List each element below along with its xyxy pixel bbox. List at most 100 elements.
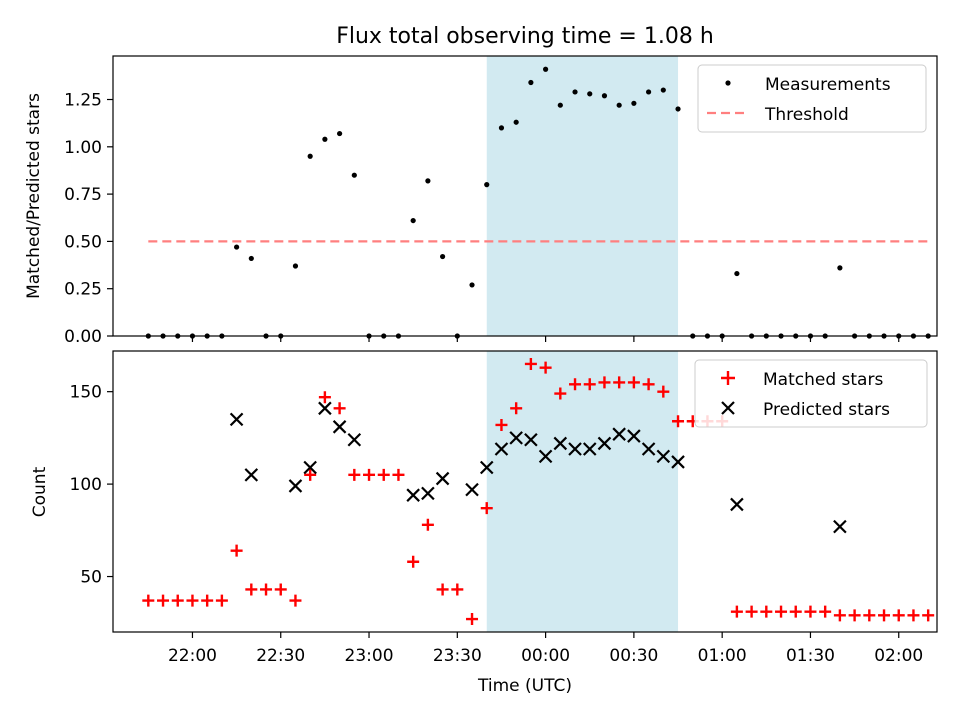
y-tick-label: 50	[80, 568, 102, 588]
matched-star-point	[289, 594, 302, 607]
y-tick-label: 150	[70, 383, 102, 403]
predicted-star-point	[656, 449, 671, 464]
measurement-point	[631, 100, 637, 106]
x-tick-label: 00:00	[521, 646, 570, 666]
predicted-star-point	[509, 431, 523, 445]
measurement-point	[440, 253, 446, 260]
matched-star-point	[260, 583, 273, 596]
measurement-point	[675, 106, 681, 112]
matched-star-point	[569, 378, 582, 391]
matched-star-point	[407, 555, 420, 568]
matched-star-point	[201, 594, 214, 607]
y-tick-label: 0.50	[64, 232, 102, 252]
matched-star-point	[907, 609, 920, 622]
matched-star-point	[157, 594, 170, 607]
predicted-star-point	[671, 455, 685, 469]
matched-star-point	[804, 605, 817, 618]
matched-star-point	[922, 609, 935, 622]
measurement-point	[410, 217, 416, 224]
matched-star-point	[613, 376, 626, 389]
ratio-legend: Measurements Threshold	[697, 64, 927, 133]
measurement-point	[498, 125, 505, 131]
count-y-label: Count	[30, 466, 50, 517]
matched-star-point	[598, 376, 611, 389]
predicted-star-point	[406, 488, 420, 502]
legend-matched-label: Matched stars	[763, 370, 883, 390]
measurement-point	[646, 89, 652, 95]
measurement-point	[234, 244, 240, 250]
measurement-point	[469, 282, 475, 288]
x-tick-label: 23:30	[433, 646, 482, 666]
predicted-star-point	[494, 442, 509, 456]
matched-star-point	[627, 376, 640, 389]
predicted-star-point	[288, 479, 303, 493]
matched-star-point	[878, 609, 891, 622]
measurement-point	[248, 255, 254, 262]
matched-star-point	[215, 594, 228, 607]
count-panel: 50 100 150 22:00 22:30 23:00 23:30 00:00 00:30 01…	[30, 350, 938, 696]
matched-star-point	[819, 605, 832, 618]
predicted-star-point	[303, 460, 317, 475]
measurement-point	[292, 263, 299, 269]
predicted-star-point	[435, 471, 450, 486]
predicted-star-point	[229, 412, 244, 427]
matched-star-point	[760, 605, 773, 618]
x-axis-label: Time (UTC)	[477, 676, 572, 696]
predicted-star-point	[524, 432, 538, 447]
x-tick-label: 02:00	[874, 646, 923, 666]
y-tick-label: 0.00	[64, 327, 102, 347]
matched-star-point	[186, 594, 199, 607]
predicted-star-point	[627, 429, 641, 443]
measurement-point	[616, 102, 622, 108]
matched-star-point	[554, 387, 567, 400]
predicted-star-point	[244, 468, 259, 482]
y-tick-label: 0.75	[64, 185, 102, 205]
predicted-star-point	[465, 482, 479, 497]
measurement-point	[484, 182, 490, 188]
predicted-star-point	[730, 497, 744, 512]
matched-star-point	[142, 594, 155, 607]
count-shaded-span	[486, 351, 679, 632]
predicted-star-point	[582, 442, 597, 456]
matched-star-point	[510, 402, 523, 415]
legend-matched-marker	[721, 371, 735, 385]
ratio-shaded-span	[486, 56, 679, 336]
matched-star-point	[848, 609, 861, 622]
measurement-point	[543, 66, 549, 72]
predicted-star-point	[538, 449, 553, 464]
predicted-star-point	[833, 519, 847, 534]
matched-star-point	[392, 468, 405, 481]
matched-star-point	[495, 418, 508, 431]
matched-star-point	[480, 502, 493, 515]
y-tick-label: 1.00	[64, 138, 102, 158]
x-tick-label: 22:30	[256, 646, 305, 666]
matched-star-point	[348, 468, 361, 481]
y-tick-label: 0.25	[64, 280, 102, 300]
matched-star-point	[672, 415, 685, 428]
matched-star-point	[230, 544, 243, 557]
measurement-point	[528, 79, 534, 86]
matched-star-point	[436, 583, 449, 596]
matched-star-point	[583, 378, 596, 391]
matched-star-point	[245, 583, 258, 596]
matched-star-point	[377, 468, 390, 481]
legend-predicted-label: Predicted stars	[763, 400, 890, 420]
figure-title: Flux total observing time = 1.08 h	[336, 24, 714, 49]
predicted-star-point	[479, 460, 494, 475]
legend-measurements-label: Measurements	[765, 75, 891, 95]
legend-threshold-label: Threshold	[764, 105, 849, 125]
matched-star-point	[451, 583, 464, 596]
legend-measurement-marker	[725, 80, 731, 86]
measurement-point	[337, 130, 343, 137]
measurement-point	[660, 87, 666, 93]
measurement-point	[307, 153, 313, 159]
ratio-panel: 0.00 0.25 0.50 0.75 1.00 1.25 Matched/Predict…	[24, 55, 938, 347]
x-tick-label: 00:30	[609, 646, 658, 666]
matched-star-point	[539, 361, 552, 374]
matched-star-point	[318, 391, 331, 404]
measurement-point	[587, 91, 593, 97]
predicted-star-point	[421, 486, 435, 501]
matched-star-point	[657, 385, 670, 398]
measurement-point	[351, 172, 357, 178]
matched-star-point	[466, 613, 479, 626]
